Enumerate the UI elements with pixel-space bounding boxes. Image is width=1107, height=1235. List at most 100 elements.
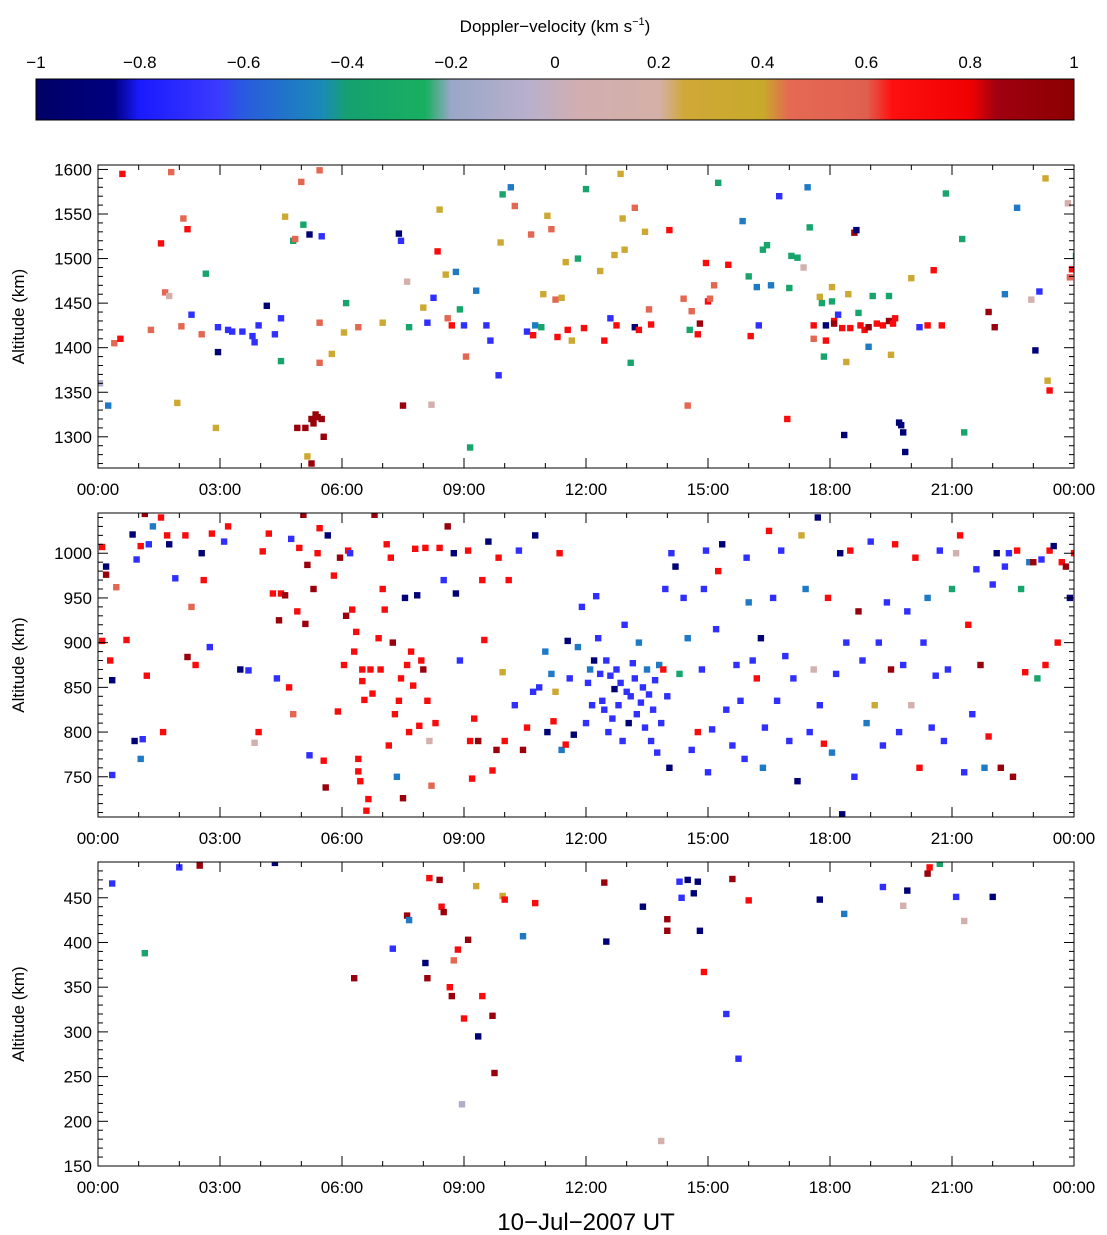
data-point [694,331,701,338]
data-point [456,657,464,664]
data-point [212,424,220,432]
data-point [664,693,671,700]
data-point [737,697,744,704]
data-point [776,193,783,200]
data-point [961,769,968,776]
data-point [989,893,996,901]
data-point [363,807,370,814]
data-point [973,566,980,573]
data-point [255,322,262,329]
data-point [192,661,199,669]
data-point [98,543,106,551]
data-point [755,322,762,329]
data-point [523,328,531,335]
data-point [769,594,777,602]
data-point [495,372,502,379]
data-point [424,975,431,982]
data-point [416,722,423,729]
data-point [1030,559,1037,566]
data-point [621,246,628,253]
data-point [536,684,543,691]
data-point [424,697,431,704]
data-point [908,702,915,709]
data-point [109,880,116,887]
data-point [538,324,545,331]
y-tick-label: 900 [64,634,92,653]
data-point [631,204,638,211]
data-point [420,666,427,673]
x-tick-label: 03:00 [199,480,242,499]
panel-middle: 00:00 03:00 06:00 09:00 12:00 15:00 18:00 21:00… [9,512,1095,848]
data-point [446,984,453,991]
x-tick-label: 18:00 [809,829,852,848]
data-point [641,228,649,235]
y-tick-label: 750 [64,768,92,787]
data-point [281,592,289,599]
data-point [389,639,396,646]
y-axis-label: Altitude (km) [9,617,28,712]
data-point [684,876,691,884]
data-point [997,764,1004,771]
data-point [865,324,872,331]
x-tick-label: 00:00 [1053,1178,1096,1197]
panel-top: 00:00 03:00 06:00 09:00 12:00 15:00 18:00 21:00… [9,160,1095,499]
data-point [810,322,817,329]
data-point [367,666,374,673]
data-point [617,679,624,687]
data-point [739,217,746,225]
data-point [818,299,826,307]
data-point [961,429,968,436]
data-point [564,637,571,645]
data-point [885,292,893,300]
data-point [810,335,817,342]
x-tick-label: 21:00 [931,1178,974,1197]
data-point [444,315,451,322]
data-point [607,672,614,679]
data-point [684,402,691,409]
data-point [942,190,950,197]
data-point [629,660,636,667]
data-point [839,324,846,332]
data-point [489,1012,496,1019]
data-point [578,603,586,611]
data-point [658,719,665,727]
data-point [403,278,411,285]
data-point [422,959,429,967]
data-point [198,331,205,338]
data-point [499,669,506,676]
data-point [837,550,844,557]
data-point [662,585,669,593]
data-point [365,795,372,803]
data-point [952,550,960,557]
data-point [745,273,752,280]
data-point [436,206,443,213]
data-point [619,737,626,745]
data-point [790,675,797,682]
data-point [224,326,232,334]
data-point [485,538,492,545]
data-point [633,711,640,718]
data-point [991,324,998,331]
data-point [475,1033,482,1040]
data-point [904,608,911,615]
data-point [407,648,415,655]
data-point [641,724,649,731]
data-point [491,1069,498,1077]
data-point [574,643,582,651]
data-point [851,773,858,780]
data-point [316,359,323,366]
data-point [487,337,494,344]
data-point [883,599,891,606]
data-point [656,661,663,669]
x-tick-label: 00:00 [1053,480,1096,499]
y-axis-label: Altitude (km) [9,269,28,364]
data-point [208,530,216,537]
data-point [759,764,767,771]
data-point [336,554,344,561]
data-point [1083,334,1089,340]
data-point [519,933,527,940]
data-point [395,230,403,237]
data-point [830,320,838,327]
data-point [277,590,285,597]
data-point [977,661,984,669]
